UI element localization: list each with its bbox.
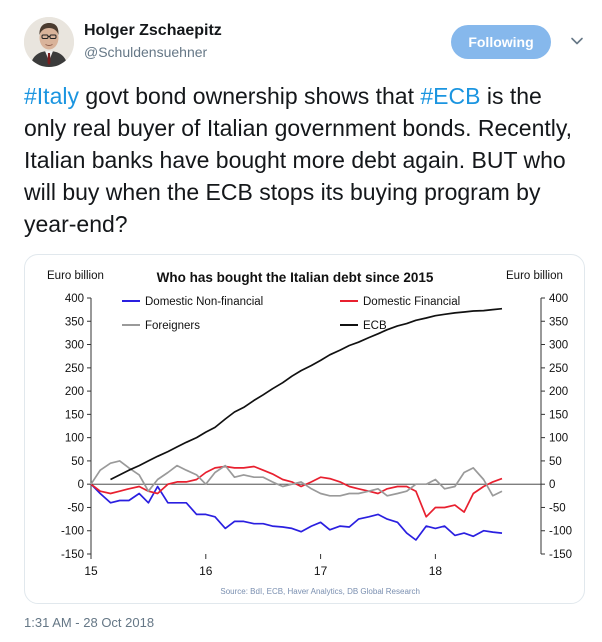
legend-label: ECB [363, 320, 387, 332]
y-tick-label-right: -50 [549, 502, 566, 514]
hashtag-italy-link[interactable]: #Italy [24, 83, 79, 109]
tweet-text: #Italy govt bond ownership shows that #E… [24, 80, 584, 240]
avatar-portrait-icon [24, 17, 74, 67]
series-line-domestic-non-financial [90, 483, 503, 541]
y-tick-label-left: 50 [71, 456, 84, 468]
y-tick-label-left: -150 [61, 549, 84, 561]
y-tick-label-left: 250 [65, 363, 84, 375]
series-line-foreigners [90, 460, 503, 497]
y-tick-label-right: -100 [549, 526, 572, 538]
y-tick-label-right: 0 [549, 479, 555, 491]
y-tick-label-left: 350 [65, 316, 84, 328]
more-options-button[interactable] [568, 32, 586, 50]
legend-label: Domestic Non-financial [145, 296, 263, 308]
series-line-ecb [110, 307, 503, 481]
chevron-down-icon [571, 37, 583, 45]
y-tick-label-left: 150 [65, 409, 84, 421]
y-tick-label-right: 100 [549, 433, 568, 445]
legend-label: Domestic Financial [363, 296, 460, 308]
y-tick-label-left: 200 [65, 386, 84, 398]
y-tick-label-right: 300 [549, 340, 568, 352]
y-tick-label-right: 250 [549, 363, 568, 375]
author-handle[interactable]: @Schuldensuehner [84, 44, 208, 60]
y-tick-label-right: 400 [549, 293, 568, 305]
y-tick-label-left: 100 [65, 433, 84, 445]
y-tick-label-left: -100 [61, 526, 84, 538]
chart-title: Who has bought the Italian debt since 20… [157, 270, 434, 285]
x-tick-label: 15 [84, 564, 98, 578]
tweet-timestamp[interactable]: 1:31 AM - 28 Oct 2018 [24, 615, 155, 630]
y-tick-label-left: 300 [65, 340, 84, 352]
x-tick-label: 17 [314, 564, 328, 578]
y-axis-label-right: Euro billion [506, 270, 563, 282]
following-button[interactable]: Following [451, 25, 551, 59]
y-tick-label-left: 400 [65, 293, 84, 305]
tweet-text-part-2: is the only real buyer of Italian govern… [24, 83, 573, 237]
y-tick-label-right: 350 [549, 316, 568, 328]
series-line-domestic-financial [90, 465, 503, 518]
y-tick-label-left: -50 [67, 502, 84, 514]
avatar[interactable] [24, 17, 74, 67]
y-axis-label-left: Euro billion [47, 270, 104, 282]
tweet-text-part-1: govt bond ownership shows that [78, 83, 421, 109]
legend-label: Foreigners [145, 320, 200, 332]
y-tick-label-right: -150 [549, 549, 572, 561]
y-tick-label-left: 0 [78, 479, 84, 491]
y-tick-label-right: 150 [549, 409, 568, 421]
x-tick-label: 18 [429, 564, 443, 578]
chart-svg: Who has bought the Italian debt since 20… [47, 270, 572, 596]
x-tick-label: 16 [199, 564, 213, 578]
tweet-media-chart[interactable]: Who has bought the Italian debt since 20… [24, 254, 585, 604]
chart-source: Source: BdI, ECB, Haver Analytics, DB Gl… [220, 587, 420, 596]
y-tick-label-right: 50 [549, 456, 562, 468]
y-tick-label-right: 200 [549, 386, 568, 398]
author-name[interactable]: Holger Zschaepitz [84, 22, 222, 39]
hashtag-ecb-link[interactable]: #ECB [420, 83, 481, 109]
